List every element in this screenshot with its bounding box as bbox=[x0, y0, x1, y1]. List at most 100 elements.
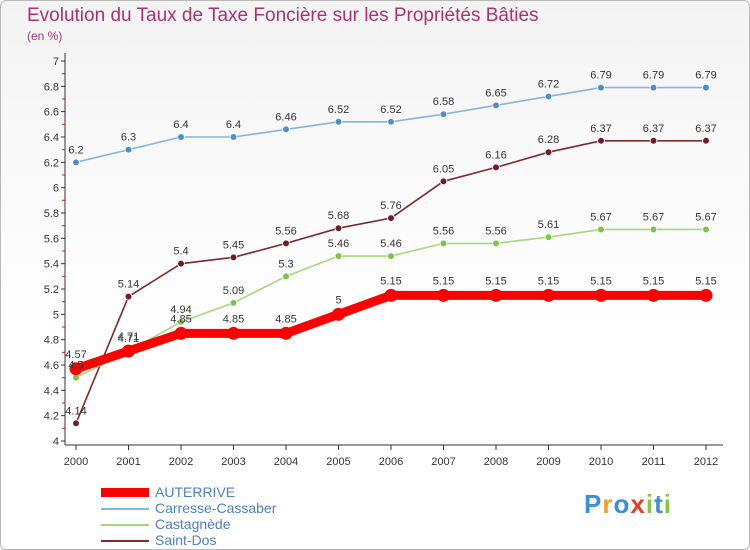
data-label: 5.3 bbox=[278, 258, 293, 270]
logo-letter: o bbox=[613, 489, 631, 519]
data-point bbox=[282, 272, 290, 281]
unit-label: (en %) bbox=[27, 29, 63, 43]
data-label: 4.14 bbox=[65, 405, 86, 417]
data-label: 5.14 bbox=[118, 279, 139, 291]
data-point bbox=[439, 239, 448, 248]
y-tick-label: 6 bbox=[53, 183, 59, 195]
data-label: 6.65 bbox=[485, 87, 506, 99]
data-label: 5.15 bbox=[538, 275, 559, 287]
data-label: 4.85 bbox=[275, 313, 296, 325]
data-point bbox=[492, 163, 500, 172]
legend-swatch-carresse-cassaber bbox=[101, 508, 149, 510]
data-label: 6.52 bbox=[328, 104, 349, 116]
y-tick-label: 6.4 bbox=[44, 132, 59, 144]
data-point bbox=[649, 137, 658, 145]
data-point bbox=[279, 326, 293, 340]
y-tick-label: 5.6 bbox=[44, 233, 59, 245]
data-label: 6.37 bbox=[695, 123, 716, 135]
data-label: 5.56 bbox=[485, 225, 506, 237]
legend-swatch-auterrive bbox=[101, 488, 149, 497]
y-tick-label: 4.4 bbox=[44, 385, 59, 397]
data-label: 5.61 bbox=[538, 219, 559, 231]
data-point bbox=[72, 419, 80, 428]
data-point bbox=[334, 252, 343, 260]
x-tick-label: 2006 bbox=[379, 456, 403, 468]
logo-letter: t bbox=[654, 489, 664, 519]
data-label: 6.28 bbox=[538, 134, 559, 146]
data-point bbox=[544, 233, 553, 241]
data-label: 5.68 bbox=[328, 210, 349, 222]
series-layer bbox=[69, 83, 713, 428]
data-point bbox=[72, 158, 80, 167]
data-point bbox=[174, 326, 188, 340]
data-point bbox=[492, 239, 500, 248]
data-point bbox=[492, 101, 500, 110]
x-tick-label: 2004 bbox=[274, 456, 298, 468]
data-point bbox=[439, 177, 448, 186]
data-label: 4.5 bbox=[68, 360, 83, 372]
data-label-layer: 6.2 6.3 6.4 6.4 6.46 6.52 6.52 6.58 6.65 6.72 6.79… bbox=[65, 70, 716, 418]
x-tick-label: 2008 bbox=[484, 456, 508, 468]
proxiti-logo: Proxiti bbox=[584, 489, 672, 520]
data-label: 5.15 bbox=[643, 275, 664, 287]
data-label: 4.85 bbox=[170, 313, 191, 325]
data-point bbox=[387, 252, 395, 260]
data-label: 6.37 bbox=[590, 123, 611, 135]
series-saint-dos bbox=[72, 137, 710, 428]
data-label: 5.76 bbox=[380, 200, 401, 212]
data-point bbox=[597, 83, 605, 92]
data-point bbox=[124, 145, 133, 154]
data-point bbox=[69, 362, 83, 376]
data-label: 6.58 bbox=[433, 96, 454, 108]
data-point bbox=[439, 110, 448, 118]
y-tick-label: 5.4 bbox=[44, 259, 59, 271]
data-label: 4.85 bbox=[223, 313, 244, 325]
axes: 44.24.44.64.855.25.45.65.866.26.46.66.87… bbox=[44, 53, 723, 468]
logo-letter: P bbox=[584, 489, 603, 519]
x-tick-label: 2000 bbox=[64, 456, 88, 468]
y-tick-label: 6.8 bbox=[44, 81, 59, 93]
data-label: 5 bbox=[335, 294, 341, 306]
data-label: 4.94 bbox=[170, 304, 191, 316]
data-point bbox=[647, 288, 660, 302]
data-label: 5.67 bbox=[590, 211, 611, 223]
data-label: 4.57 bbox=[65, 349, 86, 361]
data-label: 6.16 bbox=[485, 149, 506, 161]
logo-letter: r bbox=[602, 489, 614, 519]
data-label: 6.05 bbox=[433, 163, 454, 175]
data-point bbox=[387, 214, 395, 222]
x-tick-label: 2003 bbox=[221, 456, 245, 468]
y-tick-label: 4 bbox=[53, 436, 59, 448]
data-label: 4.71 bbox=[118, 333, 139, 345]
data-label: 5.67 bbox=[643, 211, 664, 223]
data-label: 6.79 bbox=[643, 70, 664, 82]
data-label: 5.56 bbox=[433, 225, 454, 237]
data-label: 5.46 bbox=[380, 238, 401, 250]
data-point bbox=[124, 292, 133, 301]
data-label: 6.2 bbox=[68, 144, 83, 156]
data-label: 6.3 bbox=[121, 132, 136, 144]
data-label: 5.09 bbox=[223, 285, 244, 297]
data-label: 5.4 bbox=[173, 246, 188, 258]
data-point bbox=[699, 288, 713, 302]
x-tick-label: 2011 bbox=[642, 456, 666, 468]
y-tick-label: 5 bbox=[53, 309, 59, 321]
x-tick-label: 2007 bbox=[431, 456, 455, 468]
y-tick-label: 5.2 bbox=[44, 284, 59, 296]
data-label: 6.37 bbox=[643, 123, 664, 135]
x-tick-label: 2009 bbox=[536, 456, 560, 468]
y-tick-label: 4.2 bbox=[44, 411, 59, 423]
data-label: 5.15 bbox=[380, 275, 401, 287]
data-label: 5.45 bbox=[223, 239, 244, 251]
legend-label-saint-dos: Saint-Dos bbox=[155, 532, 217, 548]
data-point bbox=[437, 288, 450, 302]
data-label: 4.71 bbox=[118, 331, 139, 343]
logo-letter: x bbox=[630, 489, 646, 519]
data-point bbox=[649, 83, 658, 92]
data-point bbox=[544, 148, 553, 157]
x-tick-label: 2005 bbox=[326, 456, 350, 468]
legend-label-auterrive: AUTERRIVE bbox=[155, 484, 236, 500]
data-label: 6.4 bbox=[226, 119, 241, 131]
logo-letter: i bbox=[663, 489, 672, 519]
